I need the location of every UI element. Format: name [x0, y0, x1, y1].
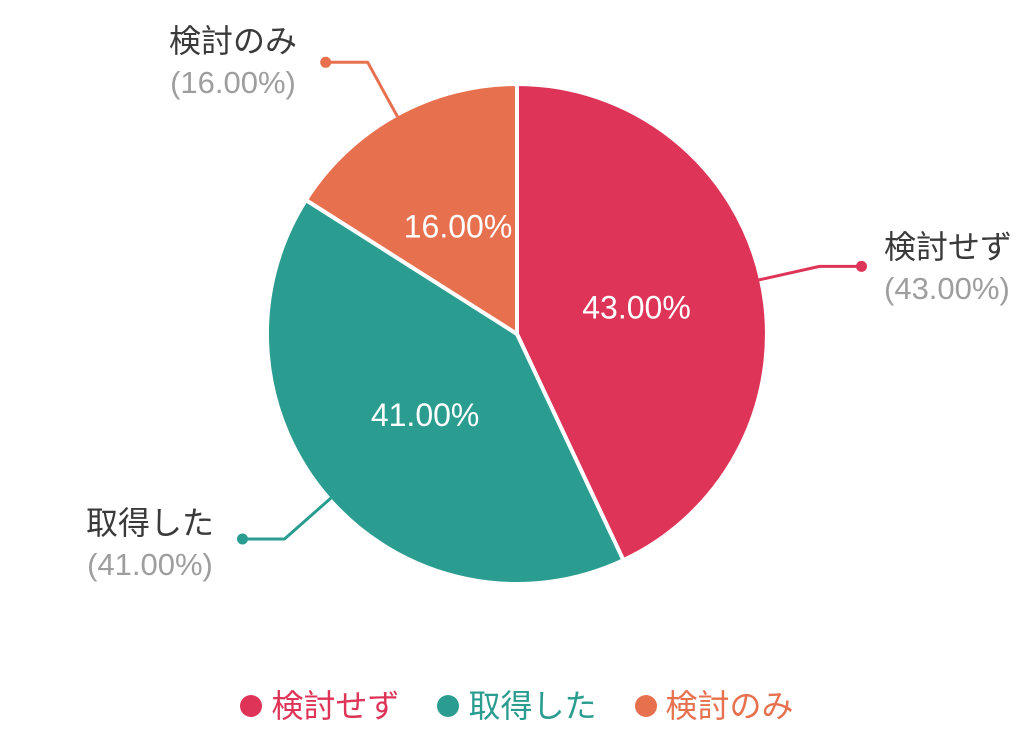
- slice-percent-label: 41.00%: [371, 397, 480, 433]
- outer-label-title: 検討せず: [884, 229, 1013, 265]
- label-leader-dot-icon: [320, 56, 332, 68]
- label-leader-line: [242, 496, 332, 541]
- outer-label-title: 検討のみ: [168, 23, 297, 59]
- label-leader-line: [325, 60, 399, 118]
- label-leader-dot-icon: [856, 260, 867, 272]
- outer-label-percent: (41.00%): [87, 547, 213, 582]
- slice-percent-label: 43.00%: [582, 289, 691, 325]
- legend: 検討せず 取得した 検討のみ: [0, 690, 1034, 722]
- legend-dot-icon: [634, 695, 657, 717]
- outer-label-shutoku-shita: 取得した (41.00%): [50, 502, 250, 585]
- legend-item-kento-sezu[interactable]: 検討せず: [240, 690, 399, 722]
- outer-label-percent: (16.00%): [170, 65, 296, 100]
- label-leader-dot-icon: [237, 533, 248, 545]
- legend-dot-icon: [437, 695, 460, 717]
- legend-dot-icon: [240, 695, 263, 717]
- legend-label: 取得した: [468, 688, 597, 724]
- label-leader-line: [758, 264, 862, 282]
- legend-label: 検討せず: [271, 688, 400, 724]
- legend-item-shutoku-shita[interactable]: 取得した: [437, 688, 597, 724]
- outer-label-title: 取得した: [85, 505, 214, 541]
- legend-item-kento-nomi[interactable]: 検討のみ: [634, 688, 794, 724]
- outer-label-kento-sezu: 検討せず (43.00%): [884, 226, 1012, 309]
- outer-label-percent: (43.00%): [884, 271, 1010, 306]
- legend-label: 検討のみ: [665, 688, 794, 724]
- outer-label-kento-nomi: 検討のみ (16.00%): [133, 20, 333, 103]
- slice-percent-label: 16.00%: [404, 209, 513, 245]
